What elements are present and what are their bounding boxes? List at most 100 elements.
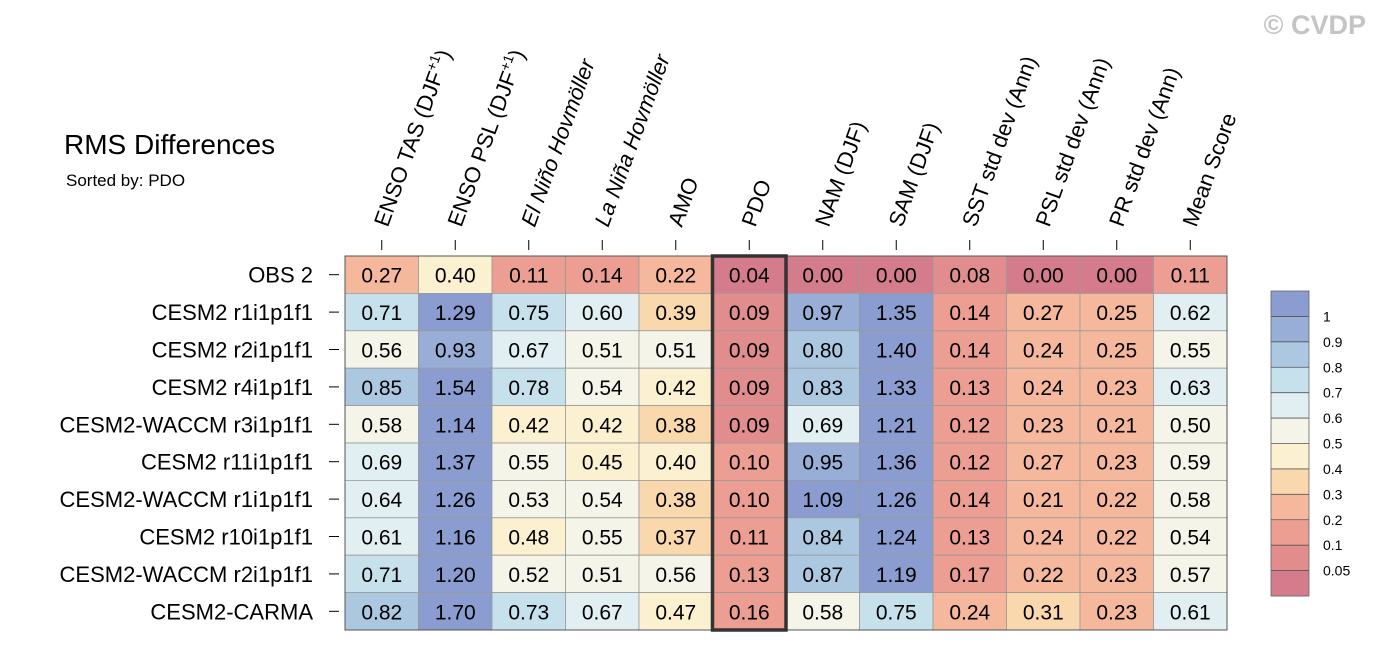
cell-value: 1.29 bbox=[435, 302, 476, 325]
cell-value: 1.19 bbox=[876, 564, 917, 587]
column-label: AMO bbox=[663, 174, 704, 230]
cell-value: 0.23 bbox=[1096, 452, 1137, 475]
heatmap-cell bbox=[344, 255, 419, 294]
column-label: PSL std dev (Ann) bbox=[1030, 54, 1114, 230]
cell-value: 0.50 bbox=[1170, 414, 1211, 437]
cell-value: 0.22 bbox=[1023, 564, 1064, 587]
column-label: El Niño Hovmöller bbox=[516, 54, 600, 230]
heatmap-cell bbox=[565, 292, 640, 332]
cell-value: 1.70 bbox=[435, 601, 476, 624]
cell-value: 0.42 bbox=[655, 377, 696, 400]
heatmap-cell bbox=[344, 367, 419, 407]
heatmap-cell bbox=[1153, 367, 1228, 407]
heatmap-cell bbox=[1079, 517, 1154, 556]
heatmap-cell bbox=[712, 479, 787, 519]
colorbar-label: 0.3 bbox=[1323, 486, 1343, 502]
cell-value: 0.48 bbox=[508, 527, 549, 550]
row-label: CESM2-WACCM r2i1p1f1 bbox=[60, 562, 313, 587]
cell-value: 0.14 bbox=[949, 340, 990, 363]
cell-value: 0.11 bbox=[509, 265, 548, 288]
cell-value: 0.24 bbox=[949, 601, 990, 624]
colorbar-label: 1 bbox=[1323, 308, 1331, 324]
heatmap-cell bbox=[418, 554, 493, 594]
cell-value: 0.23 bbox=[1023, 414, 1064, 437]
heatmap-cell bbox=[785, 292, 860, 332]
heatmap-cell bbox=[859, 592, 934, 631]
heatmap-cell bbox=[785, 367, 860, 407]
heatmap-cell bbox=[418, 255, 493, 294]
cell-value: 1.14 bbox=[435, 414, 476, 437]
cell-value: 0.23 bbox=[1096, 601, 1137, 624]
cell-value: 0.11 bbox=[730, 527, 769, 550]
heatmap-cell bbox=[565, 442, 640, 481]
cell-value: 1.26 bbox=[435, 489, 476, 512]
column-label: PR std dev (Ann) bbox=[1104, 64, 1185, 230]
heatmap-cell bbox=[785, 479, 860, 519]
heatmap-cell bbox=[1006, 367, 1081, 407]
cell-value: 0.23 bbox=[1096, 564, 1137, 587]
colorbar-label: 0.05 bbox=[1323, 563, 1350, 579]
heatmap-cell bbox=[1079, 592, 1154, 631]
cell-value: 0.93 bbox=[435, 340, 476, 363]
cell-value: 0.14 bbox=[949, 489, 990, 512]
cell-value: 0.67 bbox=[582, 601, 623, 624]
colorbar-label: 0.6 bbox=[1323, 410, 1343, 426]
cell-value: 0.16 bbox=[729, 601, 770, 624]
cell-value: 0.00 bbox=[802, 265, 843, 288]
cell-value: 1.20 bbox=[435, 564, 476, 587]
cell-value: 0.56 bbox=[361, 340, 402, 363]
cell-value: 0.80 bbox=[802, 340, 843, 363]
colorbar-label: 0.8 bbox=[1323, 359, 1343, 375]
cell-value: 0.22 bbox=[1096, 489, 1137, 512]
heatmap-cell bbox=[1006, 292, 1081, 332]
cell-value: 0.64 bbox=[361, 489, 402, 512]
heatmap-cell bbox=[344, 517, 419, 556]
colorbar-label: 0.5 bbox=[1323, 436, 1343, 452]
cell-value: 0.53 bbox=[508, 489, 549, 512]
row-label: CESM2-CARMA bbox=[150, 599, 313, 624]
heatmap-cell bbox=[1153, 592, 1228, 631]
colorbar-swatch bbox=[1271, 570, 1309, 597]
colorbar-label: 0.2 bbox=[1323, 512, 1343, 528]
cell-value: 0.59 bbox=[1170, 452, 1211, 475]
cell-value: 0.47 bbox=[655, 601, 696, 624]
cell-value: 0.45 bbox=[582, 452, 623, 475]
heatmap-cell bbox=[932, 479, 1007, 519]
colorbar-swatch bbox=[1271, 291, 1309, 317]
column-label: ENSO TAS (DJF+1) bbox=[367, 45, 456, 229]
heatmap-cell bbox=[418, 479, 493, 519]
colorbar-swatch bbox=[1271, 392, 1309, 419]
heatmap-cell bbox=[859, 442, 934, 481]
cell-value: 0.40 bbox=[655, 452, 696, 475]
cell-value: 0.69 bbox=[361, 452, 402, 475]
heatmap-cell bbox=[1153, 479, 1228, 519]
row-label: CESM2 r2i1p1f1 bbox=[152, 338, 313, 363]
heatmap-cell bbox=[785, 405, 860, 444]
colorbar-label: 0.4 bbox=[1323, 461, 1343, 477]
cell-value: 0.24 bbox=[1023, 527, 1064, 550]
cell-value: 0.61 bbox=[1170, 601, 1211, 624]
cell-value: 0.23 bbox=[1096, 377, 1137, 400]
cell-value: 0.71 bbox=[361, 564, 402, 587]
heatmap-cell bbox=[491, 517, 566, 556]
cell-value: 0.55 bbox=[1170, 340, 1211, 363]
cell-value: 1.26 bbox=[876, 489, 917, 512]
cell-value: 0.57 bbox=[1170, 564, 1211, 587]
cell-value: 1.54 bbox=[435, 377, 476, 400]
heatmap-cell bbox=[1079, 405, 1154, 444]
column-label: La Niña Hovmöller bbox=[589, 50, 675, 230]
cell-value: 1.33 bbox=[876, 377, 917, 400]
heatmap-cell bbox=[1153, 517, 1228, 556]
cell-value: 1.09 bbox=[802, 489, 843, 512]
cell-value: 0.31 bbox=[1023, 601, 1064, 624]
heatmap-cell bbox=[491, 479, 566, 519]
cell-value: 0.25 bbox=[1096, 302, 1137, 325]
heatmap-cell bbox=[418, 592, 493, 631]
column-label: NAM (DJF) bbox=[810, 118, 871, 230]
column-label: SAM (DJF) bbox=[883, 119, 944, 230]
cell-value: 0.58 bbox=[802, 601, 843, 624]
column-label: Mean Score bbox=[1177, 110, 1241, 230]
cell-value: 0.12 bbox=[949, 414, 990, 437]
colorbar-swatch bbox=[1271, 494, 1309, 521]
